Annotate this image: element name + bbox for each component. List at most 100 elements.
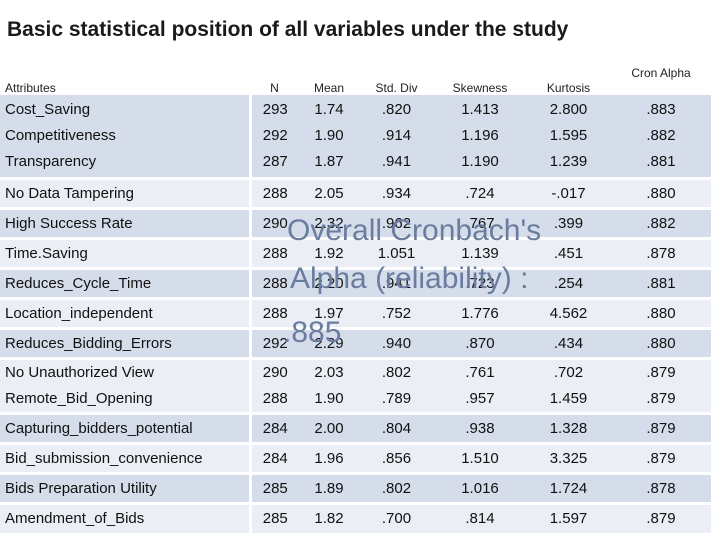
cell-std-div: .802	[359, 471, 434, 503]
cell-n: 288	[248, 296, 299, 328]
cell-skewness: .870	[434, 326, 526, 358]
cell-n: 292	[248, 326, 299, 358]
cell-std-div: .941	[359, 266, 434, 298]
cell-n: 284	[248, 441, 299, 473]
cell-std-div: .804	[359, 411, 434, 443]
cell-cron-alpha-line: .879	[646, 363, 676, 381]
cell-n: 290	[248, 206, 299, 238]
cell-n: 288	[248, 236, 299, 268]
cell-mean-line: 1.87	[314, 152, 344, 170]
table-row: Bids Preparation Utility 285 1.89.802 1.016…	[0, 471, 711, 503]
cell-n-line: 287	[262, 152, 288, 170]
cell-std-div-line: .789	[381, 389, 412, 407]
column-header-mean: Mean	[313, 81, 345, 95]
cell-mean: 1.97	[299, 296, 359, 328]
cell-std-div: .856	[359, 441, 434, 473]
cell-cron-alpha: .883 .882 .881	[611, 95, 711, 178]
table-row: Location_independent 288 1.97.752 1.776 4.56…	[0, 296, 711, 328]
cell-attribute: Cost_Saving Competitiveness Transparency	[0, 95, 250, 178]
table-body: Cost_Saving Competitiveness Transparency 29…	[0, 95, 711, 533]
cell-skewness: 1.413 1.196 1.190	[434, 95, 526, 178]
cell-mean: 2.29	[299, 326, 359, 358]
cell-skewness: 1.139	[434, 236, 526, 268]
cell-mean: 1.89	[299, 471, 359, 503]
cell-cron-alpha-line: .883	[646, 100, 676, 118]
cell-skewness-line: .761	[465, 363, 495, 381]
cell-skewness: .938	[434, 411, 526, 443]
cell-cron-alpha: .881	[611, 266, 711, 298]
cell-attribute: Reduces_Cycle_Time	[0, 266, 250, 298]
cell-kurtosis: 1.328	[526, 411, 611, 443]
cell-skewness: .767	[434, 206, 526, 238]
table-row: Amendment_of_Bids 285 1.82.700.814 1.597.87…	[0, 501, 711, 533]
cell-mean: 2.20	[299, 266, 359, 298]
column-header-std-div: Std. Div	[375, 81, 418, 95]
overlay-line-2: Alpha (reliability) :	[290, 262, 529, 295]
table-row: Reduces_Cycle_Time 288 2.20.941.723.254.88…	[0, 266, 711, 298]
cell-kurtosis: 1.597	[526, 501, 611, 533]
cell-n: 284	[248, 411, 299, 443]
cell-kurtosis: 4.562	[526, 296, 611, 328]
cell-mean: 1.92	[299, 236, 359, 268]
statistics-table: Attributes N Mean Std. Div Skewness Kurt…	[0, 60, 711, 533]
cell-std-div-line: .802	[381, 363, 412, 381]
cell-std-div: .934	[359, 176, 434, 208]
cell-cron-alpha: .882	[611, 206, 711, 238]
overlay-line-1: Overall Cronbach's	[287, 214, 542, 247]
cell-kurtosis: -.017	[526, 176, 611, 208]
cell-skewness: .761 .957	[434, 356, 526, 413]
cell-std-div-line: .941	[381, 152, 412, 170]
cell-attribute-line: No Unauthorized View	[5, 363, 154, 381]
cell-n-line: 293	[262, 100, 288, 118]
cell-mean-line: 1.74	[314, 100, 344, 118]
cell-cron-alpha: .880	[611, 176, 711, 208]
cell-cron-alpha: .879	[611, 411, 711, 443]
cell-mean-line: 2.03	[314, 363, 344, 381]
cell-attribute: Capturing_bidders_potential	[0, 411, 250, 443]
table-row: Cost_Saving Competitiveness Transparency 29…	[0, 95, 711, 178]
cell-cron-alpha: .878	[611, 236, 711, 268]
cell-attribute-line: Transparency	[5, 152, 97, 170]
cell-kurtosis-line: 1.239	[549, 152, 588, 170]
cell-kurtosis: .399	[526, 206, 611, 238]
cell-skewness-line: 1.413	[461, 100, 499, 118]
column-header-kurtosis: Kurtosis	[546, 81, 591, 95]
cell-cron-alpha: .879 .879	[611, 356, 711, 413]
cell-std-div: .820 .914 .941	[359, 95, 434, 178]
cell-mean: 2.03 1.90	[299, 356, 359, 413]
column-header-cron-alpha: Cron Alpha	[631, 66, 691, 80]
cell-n: 290 288	[248, 356, 299, 413]
cell-skewness-line: 1.190	[461, 152, 499, 170]
cell-attribute: Time.Saving	[0, 236, 250, 268]
cell-kurtosis: .254	[526, 266, 611, 298]
cell-std-div: .752	[359, 296, 434, 328]
cell-mean: 1.96	[299, 441, 359, 473]
cell-attribute: Reduces_Bidding_Errors	[0, 326, 250, 358]
cell-kurtosis-line: .702	[553, 363, 584, 381]
cell-std-div-line: .820	[381, 100, 412, 118]
cell-kurtosis-line: 1.595	[549, 126, 588, 144]
cell-kurtosis: 3.325	[526, 441, 611, 473]
cell-kurtosis: .434	[526, 326, 611, 358]
table-row: Time.Saving 288 1.92 1.051 1.139.451.878	[0, 236, 711, 268]
cell-kurtosis: 1.724	[526, 471, 611, 503]
cell-n: 293 292 287	[248, 95, 299, 178]
cell-attribute-line: Remote_Bid_Opening	[5, 389, 153, 407]
cell-kurtosis-line: 2.800	[549, 100, 588, 118]
cell-n-line: 288	[262, 389, 288, 407]
cell-attribute: No Unauthorized View Remote_Bid_Opening	[0, 356, 250, 413]
cell-attribute-line: Cost_Saving	[5, 100, 91, 118]
cell-kurtosis-line: 1.459	[549, 389, 588, 407]
cell-kurtosis: 2.800 1.595 1.239	[526, 95, 611, 178]
cell-skewness: .723	[434, 266, 526, 298]
cell-cron-alpha: .879	[611, 501, 711, 533]
column-header-skewness: Skewness	[452, 81, 508, 95]
cell-cron-alpha: .879	[611, 441, 711, 473]
cell-n: 288	[248, 266, 299, 298]
cell-skewness: .724	[434, 176, 526, 208]
cell-n-line: 290	[262, 363, 288, 381]
cell-skewness: 1.776	[434, 296, 526, 328]
cell-mean: 2.00	[299, 411, 359, 443]
cell-skewness-line: .957	[465, 389, 495, 407]
cell-attribute-line: Competitiveness	[5, 126, 116, 144]
